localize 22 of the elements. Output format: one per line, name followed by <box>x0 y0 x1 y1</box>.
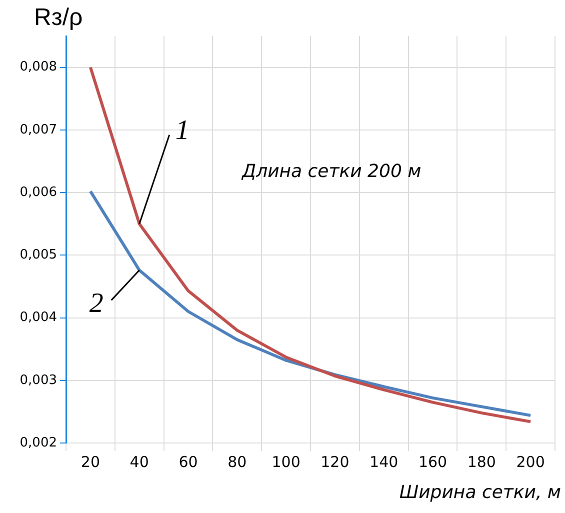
x-tick-label: 200 <box>516 452 545 471</box>
y-axis-title: Rз/ρ <box>34 4 83 32</box>
x-tick-label: 60 <box>178 452 198 471</box>
x-tick-label: 80 <box>228 452 247 471</box>
annotation: 1 <box>175 114 190 147</box>
x-tick-label: 40 <box>130 452 149 471</box>
y-tick-label: 0,008 <box>20 60 57 75</box>
y-tick-label: 0,007 <box>20 122 57 138</box>
x-tick-label: 120 <box>320 452 350 471</box>
y-tick-label: 0,003 <box>20 372 57 388</box>
y-tick-label: 0,006 <box>20 184 57 200</box>
x-tick-label: 20 <box>80 452 100 471</box>
y-tick-label: 0,005 <box>20 248 57 263</box>
x-tick-label: 140 <box>370 452 398 471</box>
x-tick-label: 180 <box>467 452 496 471</box>
annotation: 2 <box>89 288 104 320</box>
annotation: Длина сетки 200 м <box>242 161 422 182</box>
x-axis-title: Ширина сетки, м <box>399 482 561 503</box>
y-tick-label: 0,002 <box>20 435 57 450</box>
y-tick-label: 0,004 <box>20 310 57 326</box>
x-tick-label: 100 <box>272 452 300 471</box>
x-tick-label: 160 <box>418 452 448 471</box>
